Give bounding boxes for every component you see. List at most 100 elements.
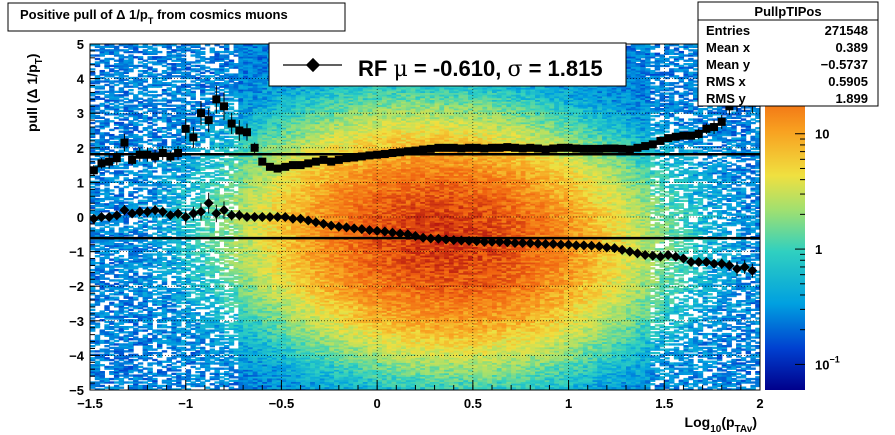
rms-point [258, 158, 266, 166]
y-axis-label: pull (Δ 1/pT) [24, 54, 45, 132]
rms-point [235, 127, 243, 135]
rms-point [649, 140, 657, 148]
rms-point [603, 144, 611, 152]
rms-point [381, 150, 389, 158]
rms-point [274, 165, 282, 173]
z-tick-label: 10 [815, 127, 829, 142]
rms-point [289, 161, 297, 169]
stats-label: RMS x [706, 74, 747, 89]
rms-point [97, 159, 105, 167]
y-tick-label: 1 [77, 175, 84, 190]
rms-point [281, 163, 289, 171]
rms-point [297, 161, 305, 169]
stats-value: −0.5737 [821, 57, 868, 72]
rms-point [151, 152, 159, 160]
rms-point [90, 166, 98, 174]
y-tick-label: −2 [69, 279, 84, 294]
rms-point [641, 142, 649, 150]
stats-value: 271548 [825, 23, 868, 38]
rms-point [228, 120, 236, 128]
rms-point [695, 130, 703, 138]
y-tick-label: −4 [69, 348, 85, 363]
rms-point [488, 144, 496, 152]
rms-point [350, 153, 358, 161]
rms-point [588, 145, 596, 153]
rms-point [465, 144, 473, 152]
rms-point [718, 118, 726, 126]
y-tick-label: 2 [77, 141, 84, 156]
rms-point [365, 151, 373, 159]
rms-point [457, 144, 465, 152]
rms-point [136, 151, 144, 159]
rms-point [174, 149, 182, 157]
y-tick-label: 4 [77, 72, 85, 87]
rms-point [320, 156, 328, 164]
rms-point [197, 109, 205, 117]
rms-point [388, 149, 396, 157]
y-tick-label: 5 [77, 37, 84, 52]
rms-point [220, 102, 228, 110]
rms-point [710, 123, 718, 131]
z-tick-label: 1 [815, 242, 822, 257]
rms-point [396, 148, 404, 156]
rms-point [358, 152, 366, 160]
rms-point [656, 137, 664, 145]
x-tick-label: 0.5 [464, 396, 482, 411]
rms-point [572, 144, 580, 152]
rms-point [427, 145, 435, 153]
rms-point [679, 132, 687, 140]
rms-point [687, 132, 695, 140]
stats-value: 1.899 [835, 91, 868, 106]
rms-point [434, 144, 442, 152]
rms-point [580, 145, 588, 153]
rms-point [335, 156, 343, 164]
x-tick-label: 0 [374, 396, 381, 411]
rms-point [664, 134, 672, 142]
stats-title: PullpTIPos [754, 4, 821, 19]
rms-point [243, 128, 251, 136]
rms-point [182, 125, 190, 133]
rms-point [618, 145, 626, 153]
rms-point [595, 145, 603, 153]
rms-point [205, 116, 213, 124]
y-tick-label: 0 [77, 210, 84, 225]
rms-point [411, 147, 419, 155]
rms-point [113, 154, 121, 162]
x-tick-label: −0.5 [269, 396, 295, 411]
rms-point [343, 154, 351, 162]
rms-point [251, 144, 259, 152]
y-tick-label: 3 [77, 106, 84, 121]
rms-point [702, 125, 710, 133]
rms-point [473, 144, 481, 152]
rms-point [480, 144, 488, 152]
rms-point [442, 144, 450, 152]
x-tick-label: 1.5 [655, 396, 673, 411]
rms-point [404, 147, 412, 155]
rms-point [128, 156, 136, 164]
x-tick-label: −1 [178, 396, 193, 411]
rms-point [503, 143, 511, 151]
y-tick-label: −5 [69, 383, 84, 398]
x-axis-label: Log10(pTAv) [685, 414, 757, 435]
legend-text: RF μ = -0.610, σ = 1.815 [358, 56, 603, 82]
rms-point [105, 158, 113, 166]
rms-point [450, 144, 458, 152]
rms-point [304, 159, 312, 167]
rms-point [611, 144, 619, 152]
stats-value: 0.389 [835, 40, 868, 55]
rms-point [159, 149, 167, 157]
stats-value: 0.5905 [828, 74, 868, 89]
rms-point [327, 158, 335, 166]
rms-point [166, 152, 174, 160]
rms-point [496, 144, 504, 152]
rms-point [672, 133, 680, 141]
y-tick-label: −3 [69, 314, 84, 329]
x-tick-label: −1.5 [77, 396, 103, 411]
rms-point [511, 144, 519, 152]
rms-point [557, 144, 565, 152]
rms-point [534, 144, 542, 152]
y-tick-label: −1 [69, 245, 84, 260]
rms-point [212, 95, 220, 103]
rms-point [120, 139, 128, 147]
